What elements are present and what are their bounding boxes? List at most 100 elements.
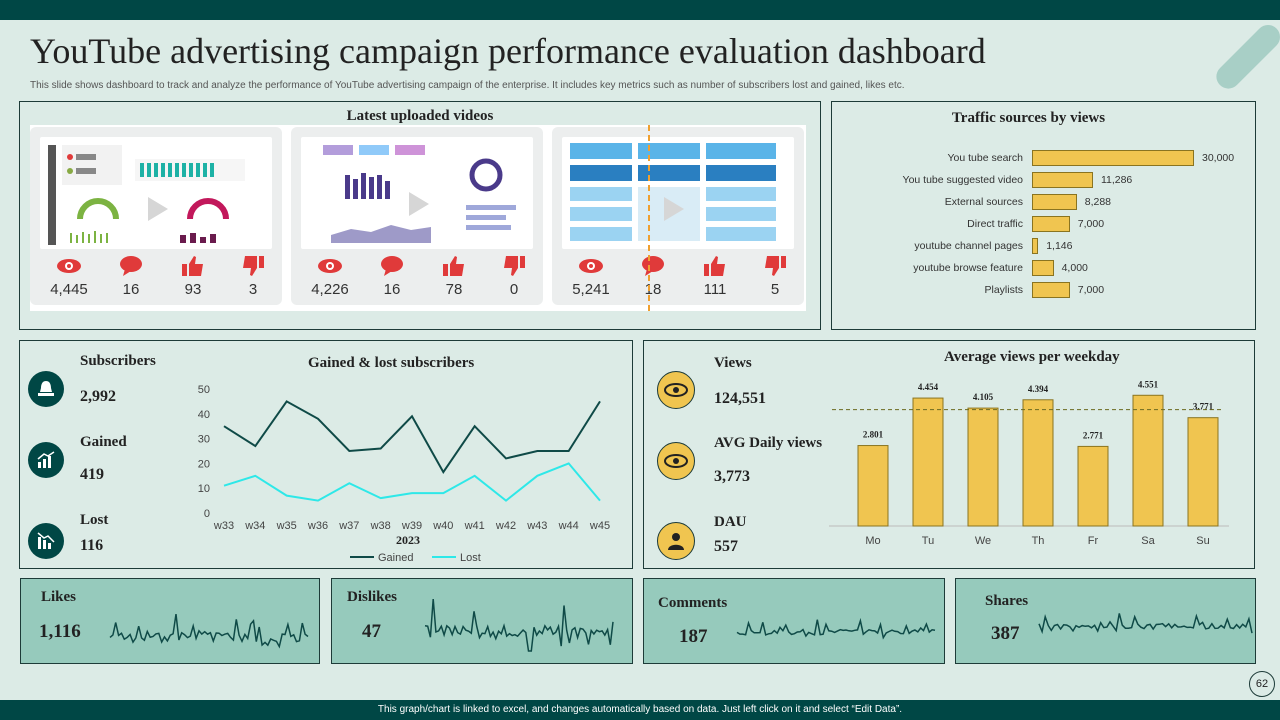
bar-value-label: 2.801: [863, 430, 884, 440]
video-likes-value: 93: [184, 281, 202, 298]
weekday-bar[interactable]: [857, 445, 889, 527]
x-tick-label: w39: [401, 520, 422, 532]
x-tick-label: w42: [495, 520, 516, 532]
dislikes-label: Dislikes: [347, 589, 398, 605]
y-tick-label: 50: [198, 384, 210, 396]
video-dislikes-value: 5: [770, 281, 780, 298]
shares-value: 387: [991, 623, 1020, 644]
x-tick-label: w40: [432, 520, 453, 532]
video-thumbnail[interactable]: [301, 137, 533, 249]
video-comments-value: 16: [122, 281, 140, 298]
traffic-bar[interactable]: [1032, 282, 1070, 298]
weekday-bar[interactable]: [1022, 399, 1054, 527]
y-tick-label: 10: [198, 483, 210, 495]
dislikes-sparkline: [424, 598, 614, 652]
video-card[interactable]: 5,241 18 111 5: [552, 125, 804, 311]
y-tick-label: 40: [198, 409, 210, 421]
weekday-label: Tu: [922, 535, 934, 547]
weekday-bar[interactable]: [1132, 394, 1164, 527]
legend-label: Lost: [460, 552, 481, 564]
subscribers-label: Subscribers: [80, 353, 156, 369]
video-views: 5,241: [562, 255, 620, 298]
sparkline-path: [736, 617, 936, 640]
video-dislikes-value: 0: [509, 281, 519, 298]
traffic-bar[interactable]: [1032, 172, 1093, 188]
shares-label: Shares: [985, 593, 1029, 609]
weekday-bar[interactable]: [1077, 445, 1109, 527]
bar-value-label: 4.454: [918, 382, 939, 392]
avg-views-label: AVG Daily views: [714, 435, 823, 451]
video-likes-value: 78: [445, 281, 463, 298]
video-dislikes: 0: [485, 255, 543, 298]
video-views-value: 5,241: [572, 281, 610, 298]
decline-chart-icon: [37, 532, 55, 549]
series-line-gained[interactable]: [223, 400, 601, 474]
likes-value: 1,116: [39, 621, 81, 642]
video-likes-value: 111: [703, 281, 727, 298]
video-card[interactable]: 4,226 16 78 0: [291, 127, 543, 305]
comments-label: Comments: [658, 595, 728, 611]
sparkline-path: [1038, 613, 1253, 635]
thumbs-up-icon: [182, 256, 203, 276]
video-card[interactable]: 4,445 16 93 3: [30, 127, 282, 305]
traffic-bar-value: 11,286: [1100, 174, 1133, 186]
weekday-label: We: [975, 535, 991, 547]
traffic-bar-value: 7,000: [1077, 284, 1105, 296]
dislikes-card: Dislikes 47: [331, 578, 633, 664]
decor-stripe: [1211, 20, 1280, 94]
video-dislikes: 3: [224, 255, 282, 298]
growth-chart-icon: [37, 451, 55, 468]
traffic-bar[interactable]: [1032, 216, 1070, 232]
dau-value: 557: [714, 538, 738, 555]
traffic-source-label: youtube channel pages: [914, 240, 1023, 252]
traffic-sources-chart: You tube search 30,000 You tube suggested …: [832, 150, 1257, 310]
page-number: 62: [1249, 671, 1275, 697]
thumbs-up-icon: [443, 256, 464, 276]
shares-sparkline: [1038, 613, 1253, 635]
legend-label: Gained: [378, 552, 413, 564]
latest-videos-title: Latest uploaded videos: [346, 108, 494, 124]
traffic-sources-title: Traffic sources by views: [951, 110, 1106, 126]
thumbs-up-icon: [704, 256, 725, 276]
weekday-bar[interactable]: [967, 407, 999, 527]
video-comments-value: 18: [644, 281, 662, 298]
eye-icon: [57, 259, 81, 273]
traffic-source-label: You tube search: [947, 152, 1023, 164]
series-line-lost[interactable]: [223, 462, 601, 502]
comments-sparkline: [736, 617, 936, 640]
sparkline-path: [109, 613, 309, 649]
views-panel: Views 124,551 AVG Daily views 3,773 DAU …: [643, 340, 1255, 569]
subscribers-icon-circle: [28, 371, 64, 407]
shares-card: Shares 387: [955, 578, 1256, 664]
x-tick-label: w45: [589, 520, 610, 532]
thumbnail-graphic: [48, 145, 245, 245]
video-thumbnail[interactable]: [562, 137, 794, 249]
lost-label: Lost: [80, 512, 109, 528]
bar-value-label: 4.394: [1028, 384, 1049, 394]
video-thumbnail[interactable]: [40, 137, 272, 249]
traffic-bar[interactable]: [1032, 150, 1194, 166]
x-tick-label: w35: [276, 520, 297, 532]
weekday-bar[interactable]: [912, 397, 944, 527]
x-axis-label: 2023: [396, 533, 420, 547]
x-tick-label: w33: [213, 520, 234, 532]
weekday-bar[interactable]: [1187, 417, 1219, 527]
weekday-label: Th: [1032, 535, 1045, 547]
views-icon-circle: [657, 371, 695, 409]
comments-card: Comments 187: [643, 578, 945, 664]
traffic-bar[interactable]: [1032, 194, 1077, 210]
gained-lost-chart: 0 10 20 30 40 50 w33 w34 w35 w36 w37 w38 w39 w40 w41 w4…: [180, 379, 620, 569]
views-label: Views: [714, 355, 752, 371]
weekday-label: Fr: [1088, 535, 1099, 547]
traffic-bar[interactable]: [1032, 238, 1039, 254]
bar-value-label: 4.105: [973, 392, 994, 402]
weekday-title: Average views per weekday: [944, 349, 1120, 365]
sparkline-path: [424, 598, 614, 652]
bar-value-label: 2.771: [1083, 430, 1104, 440]
dau-icon-circle: [657, 522, 695, 560]
traffic-bar-value: 4,000: [1061, 262, 1088, 274]
dau-label: DAU: [714, 514, 747, 530]
divider-dashed: [648, 125, 650, 311]
thumbnail-graphic: [323, 145, 516, 243]
traffic-bar[interactable]: [1032, 260, 1054, 276]
